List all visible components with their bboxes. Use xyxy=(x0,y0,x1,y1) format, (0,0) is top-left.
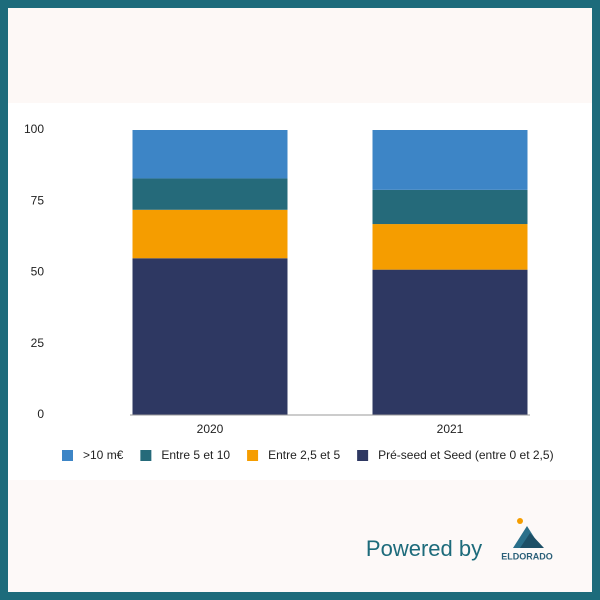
bar-segment xyxy=(132,130,288,179)
legend-label: Pré-seed et Seed (entre 0 et 2,5) xyxy=(378,448,553,462)
logo-mountain xyxy=(520,533,544,548)
legend-label: >10 m€ xyxy=(83,448,124,462)
bar-segment xyxy=(132,178,288,210)
header-band xyxy=(8,8,592,103)
bar-segment xyxy=(372,224,528,270)
y-tick-label: 25 xyxy=(31,336,45,350)
bar-segment xyxy=(372,269,528,415)
legend-label: Entre 5 et 10 xyxy=(161,448,230,462)
logo-sun xyxy=(517,518,523,524)
bar-segment xyxy=(372,130,528,190)
legend-swatch xyxy=(247,450,259,461)
legend-swatch xyxy=(357,450,369,461)
legend-swatch xyxy=(140,450,152,461)
y-tick-label: 100 xyxy=(24,122,44,136)
bar-segment xyxy=(132,209,288,259)
powered-by: Powered by xyxy=(366,536,482,561)
brand: ELDORADO xyxy=(501,551,553,561)
y-tick-label: 0 xyxy=(37,407,44,421)
x-tick-label: 2020 xyxy=(197,422,224,436)
legend-label: Entre 2,5 et 5 xyxy=(268,448,340,462)
footer-band xyxy=(8,480,592,592)
chart: Powered by ELDORADO 0 25 50 75 100 2020 2021 >1… xyxy=(8,8,592,592)
x-tick-label: 2021 xyxy=(437,422,464,436)
bar-segment xyxy=(132,258,288,415)
y-tick-label: 75 xyxy=(31,193,45,207)
y-tick-label: 50 xyxy=(31,265,45,279)
bar-segment xyxy=(372,189,528,225)
legend-swatch xyxy=(62,450,73,461)
